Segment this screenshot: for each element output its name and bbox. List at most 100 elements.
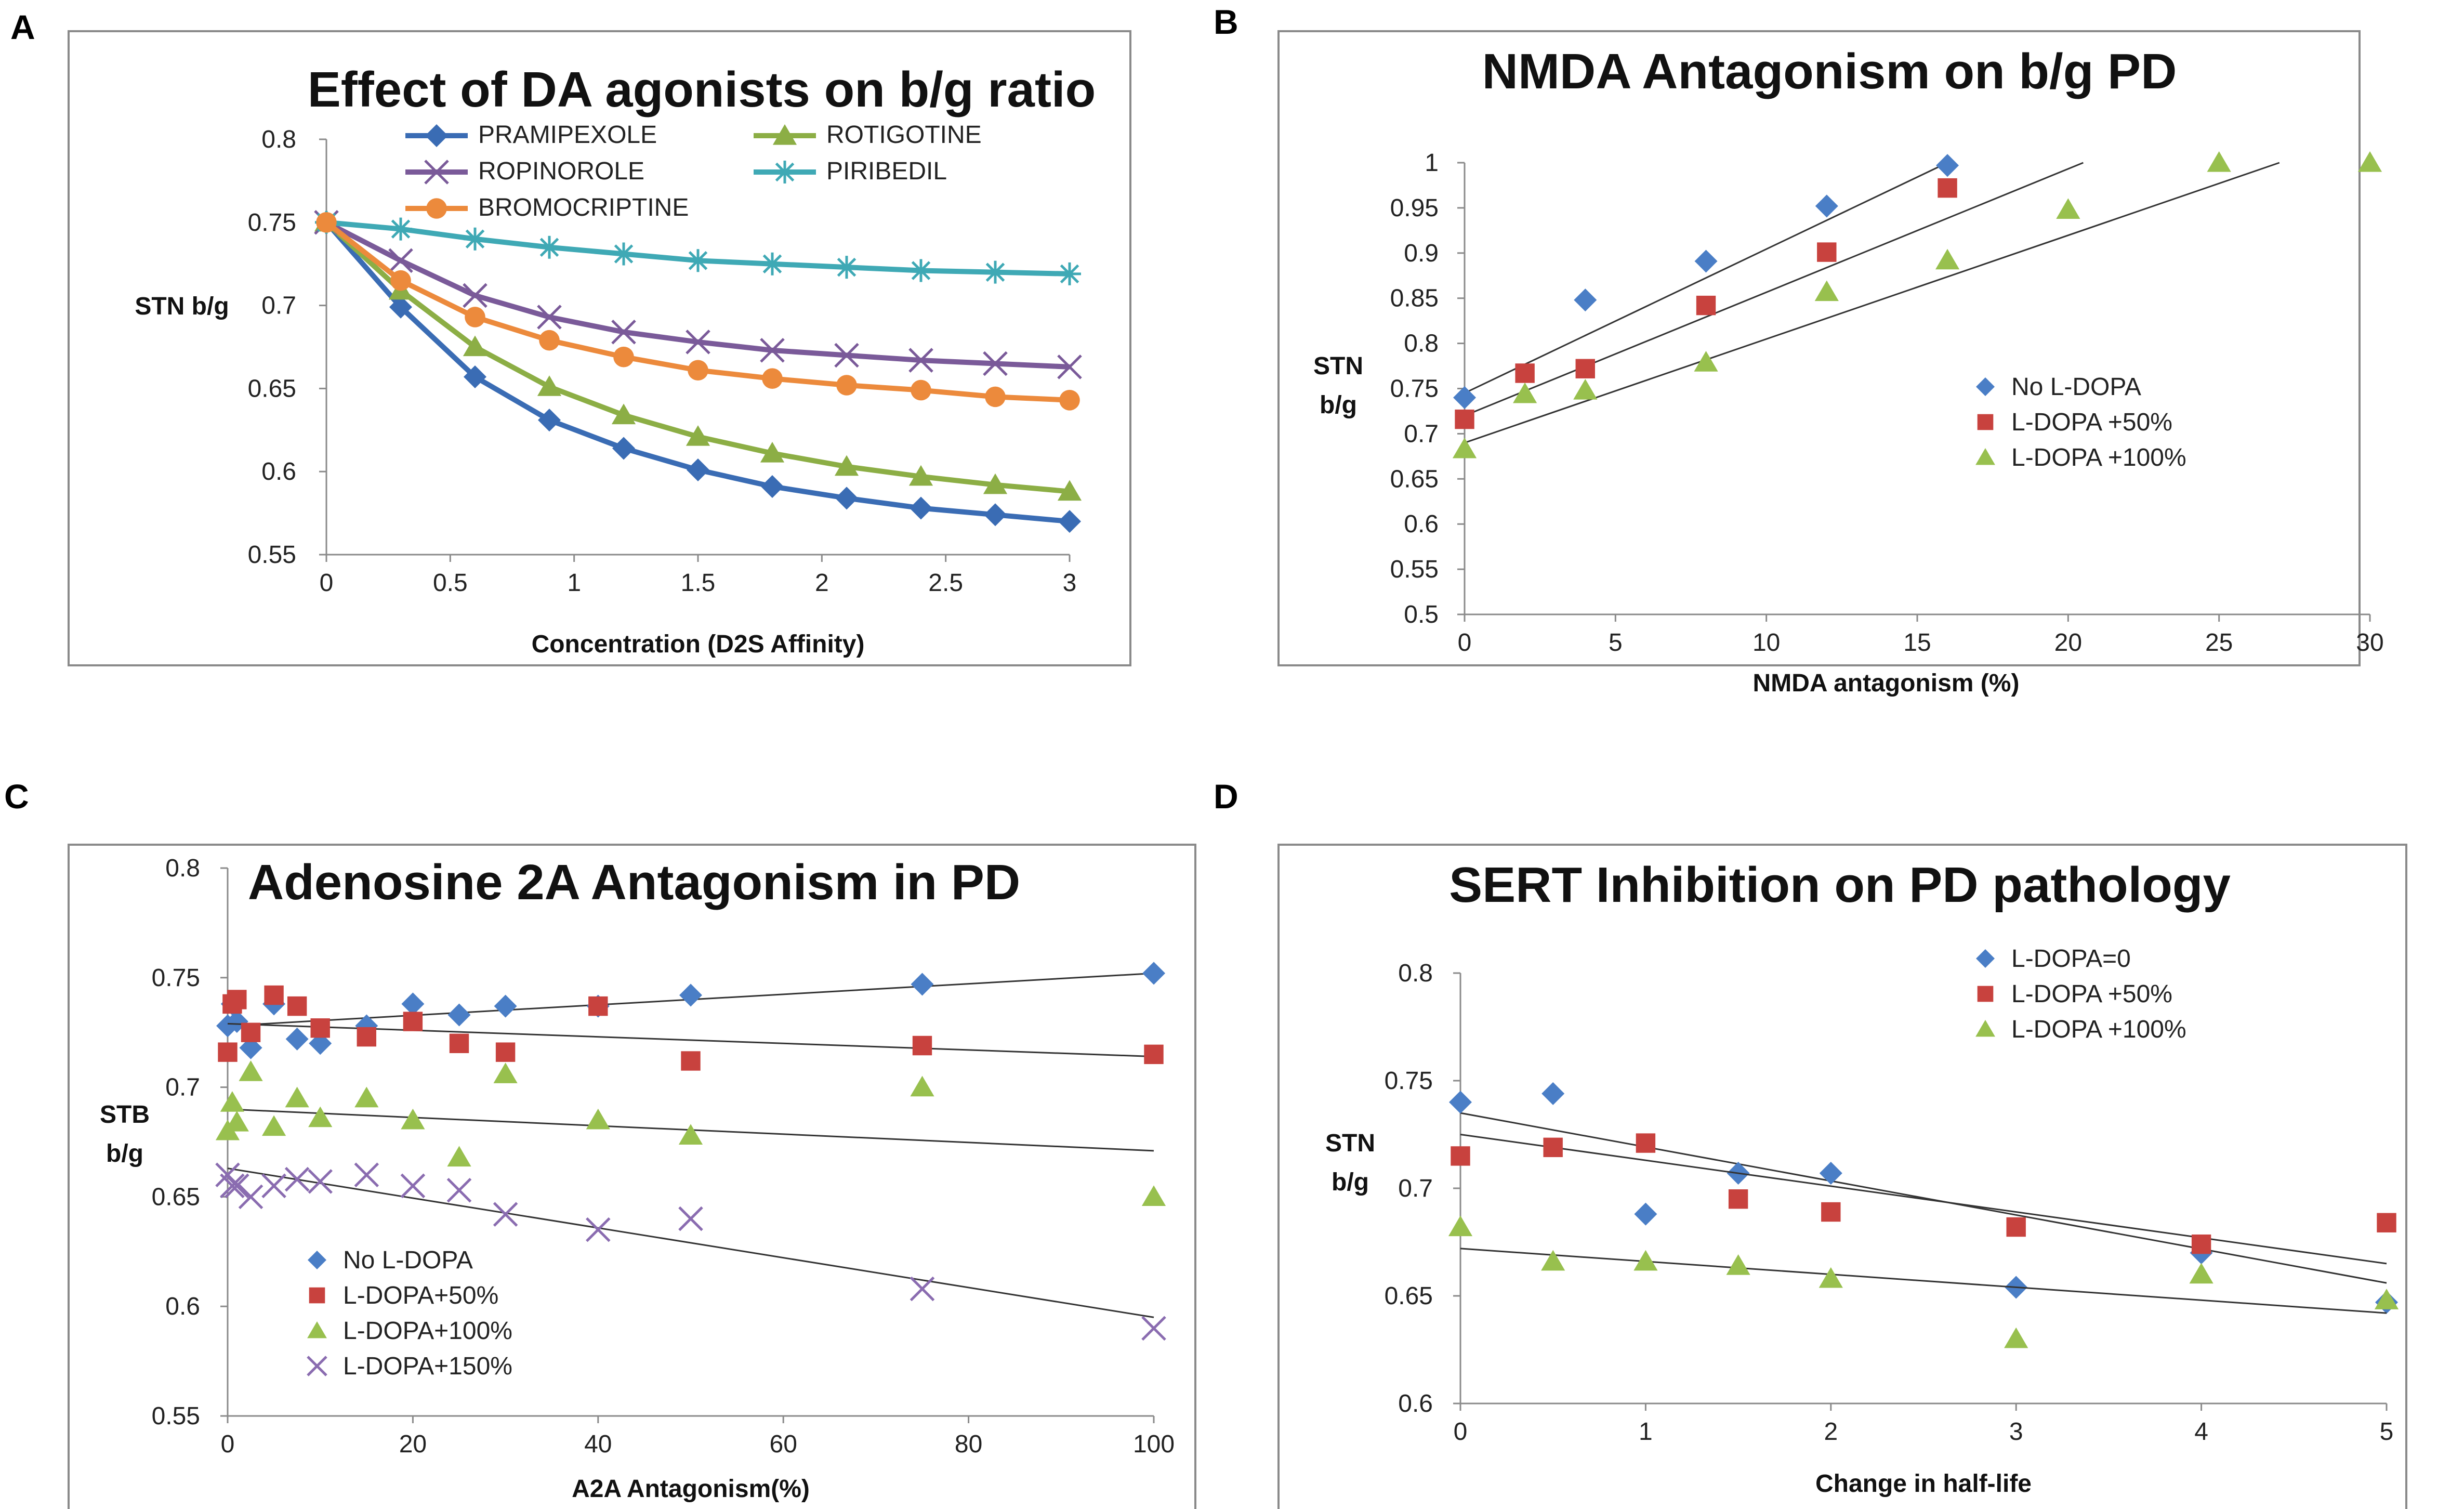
data-point <box>912 1035 932 1056</box>
data-point <box>612 242 635 266</box>
x-tick-label: 5 <box>1609 629 1623 657</box>
data-point <box>2377 1213 2396 1232</box>
x-tick-label: 4 <box>2194 1418 2208 1446</box>
x-tick-label: 0.5 <box>433 569 468 597</box>
x-tick-label: 100 <box>1133 1431 1175 1458</box>
panel-letter: D <box>1214 777 1238 816</box>
legend-marker <box>425 124 448 147</box>
data-point <box>908 465 933 486</box>
data-point <box>1821 1202 1841 1222</box>
chart-title: Effect of DA agonists on b/g ratio <box>308 62 1096 117</box>
data-point <box>463 335 487 357</box>
data-point <box>761 252 784 275</box>
data-point <box>1694 351 1718 372</box>
x-tick-label: 1 <box>1639 1418 1653 1446</box>
data-point <box>911 379 931 401</box>
x-tick-label: 3 <box>2009 1418 2023 1446</box>
data-point <box>493 1062 518 1083</box>
data-point <box>762 368 783 389</box>
y-tick-label: 0.7 <box>261 292 296 320</box>
series-l-dopa-50 <box>1451 1133 2396 1265</box>
legend-label: L-DOPA+150% <box>343 1353 512 1380</box>
legend-item-bromocriptine: BROMOCRIPTINE <box>405 194 689 221</box>
data-point <box>984 260 1007 284</box>
data-point <box>388 248 413 273</box>
data-point <box>984 503 1007 527</box>
legend-marker <box>424 160 449 185</box>
data-point <box>1059 389 1080 411</box>
y-axis-label: STN b/g <box>135 293 229 320</box>
panel-letter: A <box>10 8 35 46</box>
data-point <box>538 409 561 432</box>
data-point <box>611 403 636 425</box>
x-tick-label: 2 <box>815 569 829 597</box>
x-tick-label: 20 <box>2054 629 2082 657</box>
data-point <box>400 1173 426 1199</box>
data-point <box>401 1108 425 1130</box>
data-point <box>1141 1316 1166 1341</box>
x-tick-label: 0 <box>320 569 334 597</box>
chart-frame <box>1277 30 2361 666</box>
legend-marker <box>1976 949 1995 968</box>
data-point <box>678 1206 703 1231</box>
x-tick-label: 10 <box>1753 629 1780 657</box>
data-point <box>225 1173 249 1199</box>
legend-label: PRAMIPEXOLE <box>478 121 657 149</box>
data-point <box>1451 1146 1470 1166</box>
data-point <box>316 212 337 233</box>
data-point <box>761 475 784 498</box>
y-tick-label: 1 <box>1425 149 1439 177</box>
data-point <box>1634 1202 1657 1226</box>
series-l-dopa-0 <box>1449 1082 2398 1314</box>
data-point <box>1513 382 1537 403</box>
y-tick-label: 0.75 <box>248 209 296 237</box>
y-tick-label: 0.95 <box>1390 194 1439 222</box>
x-tick-label: 60 <box>770 1431 797 1458</box>
data-point <box>1936 154 1959 177</box>
data-point <box>687 249 709 272</box>
data-point <box>308 1106 333 1127</box>
data-point <box>760 338 785 363</box>
panel-c: C Adenosine 2A Antagonism in PD 0.55 0.6 0.6… <box>4 777 1196 1509</box>
series-l-dopa-50 <box>218 985 1164 1071</box>
data-point <box>2189 1263 2213 1284</box>
panel-b: B NMDA Antagonism on b/g PD 0.5 0.55 0.6 0.65… <box>1214 3 2384 697</box>
data-point <box>1455 409 1474 429</box>
y-tick-label: 0.85 <box>1390 285 1439 312</box>
data-point <box>465 307 485 327</box>
data-point <box>1541 1250 1565 1271</box>
legend-item-piribedil: PIRIBEDIL <box>754 158 947 185</box>
legend-marker <box>773 161 796 183</box>
data-point <box>834 455 859 476</box>
data-point <box>1541 1082 1565 1105</box>
trend-line <box>227 1022 1154 1058</box>
legend-label: L-DOPA +50% <box>2011 409 2172 436</box>
data-point <box>681 1051 701 1071</box>
data-point <box>464 227 486 251</box>
legend-item-l-dopa-100: L-DOPA +100% <box>1975 1016 2186 1043</box>
data-point <box>239 1060 263 1081</box>
legend-label: L-DOPA=0 <box>2011 945 2131 973</box>
y-tick-label: 0.6 <box>165 1293 200 1320</box>
data-point <box>1726 1254 1750 1275</box>
data-point <box>1574 288 1597 312</box>
data-point <box>1449 1091 1472 1114</box>
data-point <box>985 386 1006 408</box>
chart-title: SERT Inhibition on PD pathology <box>1449 857 2231 913</box>
data-point <box>910 496 932 520</box>
y-tick-label: 0.8 <box>165 855 200 882</box>
x-tick-label: 80 <box>955 1431 982 1458</box>
trend-line <box>1460 1112 2387 1284</box>
data-point <box>1815 194 1838 218</box>
data-point <box>835 256 858 279</box>
data-point <box>1636 1133 1656 1153</box>
y-tick-label: 0.65 <box>152 1183 200 1211</box>
data-point <box>354 1162 379 1188</box>
data-point <box>1144 1044 1164 1065</box>
legend-marker <box>307 1321 327 1339</box>
y-tick-label: 0.65 <box>248 375 296 402</box>
legend-item-ropinorole: ROPINOROLE <box>405 158 644 185</box>
y-axis-label: b/g <box>106 1140 143 1167</box>
x-axis-label: NMDA antagonism (%) <box>1753 670 2020 697</box>
